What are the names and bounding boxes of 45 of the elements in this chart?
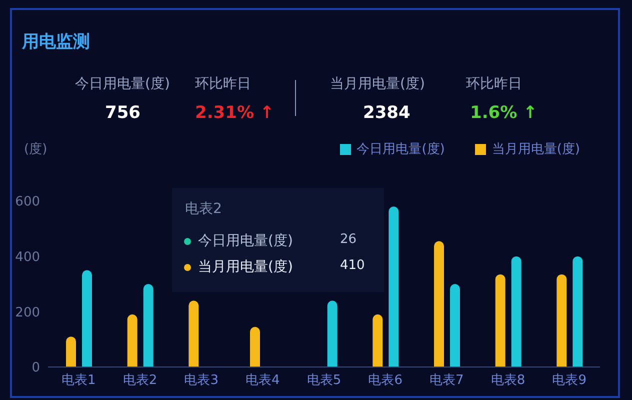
bar (372, 314, 383, 367)
chart-title: 用电监测 (22, 31, 90, 53)
x-tick-label: 电表1 (62, 373, 96, 388)
annotation: 410 (340, 258, 365, 273)
x-tick-label: 电表9 (552, 373, 586, 388)
bar (143, 284, 154, 367)
annotation: 26 (340, 232, 357, 247)
text: 2384 (363, 103, 410, 123)
x-tick-label: 电表2 (122, 373, 158, 388)
annotation: 当月用电量(度) (198, 258, 293, 276)
bar (188, 300, 199, 367)
text: 1.6% ↑ (470, 103, 538, 123)
y-tick-label: 600 (15, 194, 40, 210)
y-axis-title: (度) (24, 141, 48, 158)
bar (127, 314, 138, 367)
bar (327, 300, 338, 367)
bar (495, 274, 506, 367)
bar (511, 256, 522, 367)
legend-label: 当月用电量(度) (490, 141, 580, 158)
y-tick-label: 400 (15, 250, 40, 265)
text: 当月用电量(度) (330, 75, 425, 93)
bar (250, 326, 260, 367)
annotation: 今日用电量(度) (198, 232, 293, 250)
text: 今日用电量(度) (75, 75, 170, 93)
bar (388, 206, 399, 367)
x-tick-label: 电表8 (490, 373, 526, 388)
text: 环比昨日 (195, 75, 251, 93)
bar (572, 256, 583, 367)
x-tick-label: 电表4 (246, 373, 280, 388)
x-tick-label: 电表6 (368, 373, 402, 388)
x-tick-label: 电表7 (430, 373, 464, 388)
bar (450, 284, 460, 367)
bar (434, 241, 444, 367)
bar (66, 336, 76, 367)
legend-label: 今日用电量(度) (356, 141, 445, 158)
bar (556, 274, 567, 367)
y-tick-label: 0 (32, 360, 40, 376)
annotation: 电表2 (185, 200, 222, 218)
text: 2.31% ↑ (195, 103, 274, 123)
bar (82, 270, 92, 367)
text: 环比昨日 (466, 75, 522, 93)
y-tick-label: 200 (15, 305, 40, 320)
x-tick-label: 电表3 (184, 373, 218, 388)
x-tick-label: 电表5 (306, 373, 342, 388)
text: 756 (105, 103, 140, 123)
